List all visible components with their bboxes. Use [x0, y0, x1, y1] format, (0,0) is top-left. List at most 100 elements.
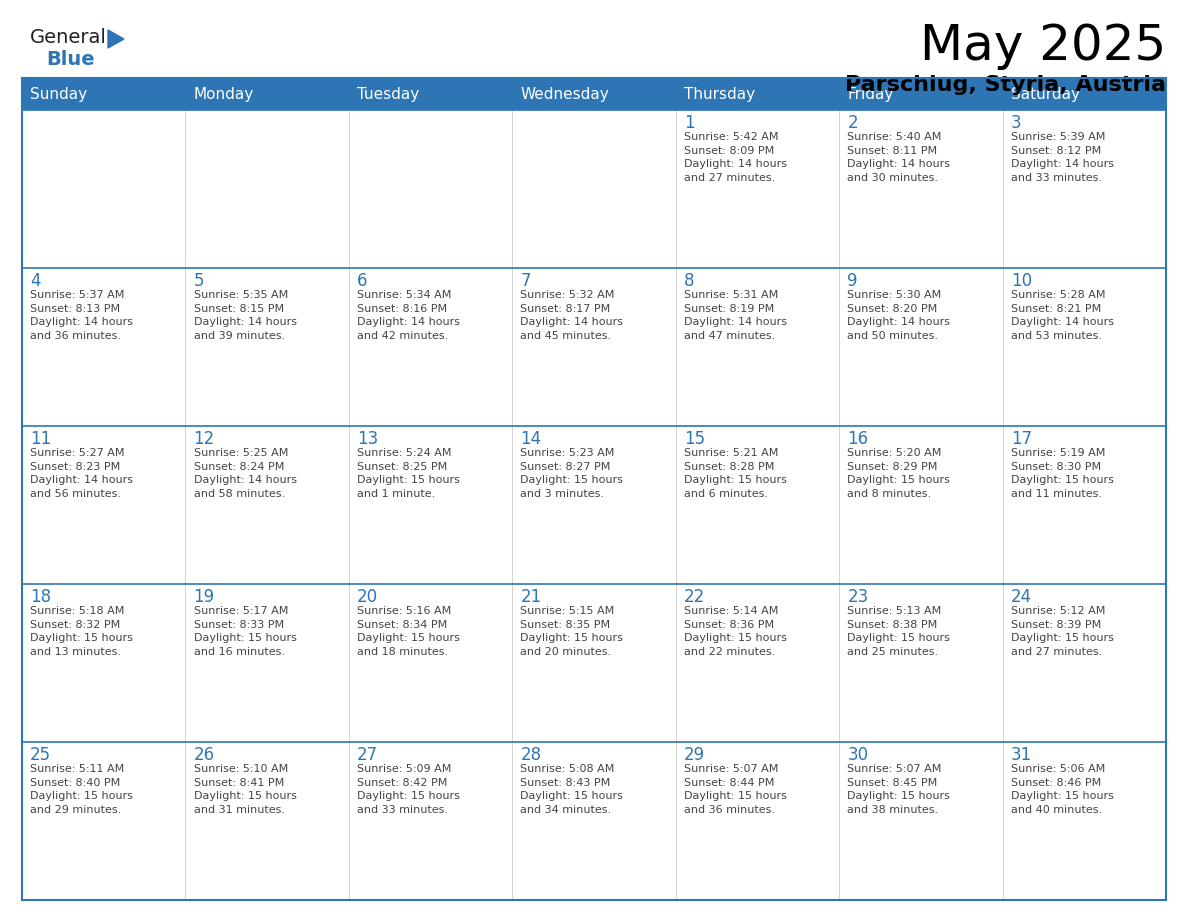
Bar	[839, 110, 1003, 268]
Bar	[23, 110, 185, 268]
Bar	[349, 110, 512, 268]
Text: 22: 22	[684, 588, 706, 606]
Text: 14: 14	[520, 430, 542, 448]
Bar	[1003, 268, 1165, 426]
Bar	[676, 78, 839, 110]
Bar	[349, 78, 512, 110]
Text: 20: 20	[358, 588, 378, 606]
Bar	[185, 268, 349, 426]
Text: Blue: Blue	[46, 50, 95, 69]
Bar	[185, 110, 349, 268]
Bar	[512, 78, 676, 110]
Text: Sunrise: 5:12 AM
Sunset: 8:39 PM
Daylight: 15 hours
and 27 minutes.: Sunrise: 5:12 AM Sunset: 8:39 PM Dayligh…	[1011, 606, 1113, 656]
Text: 16: 16	[847, 430, 868, 448]
Text: Sunrise: 5:23 AM
Sunset: 8:27 PM
Daylight: 15 hours
and 3 minutes.: Sunrise: 5:23 AM Sunset: 8:27 PM Dayligh…	[520, 448, 624, 498]
Text: Sunrise: 5:19 AM
Sunset: 8:30 PM
Daylight: 15 hours
and 11 minutes.: Sunrise: 5:19 AM Sunset: 8:30 PM Dayligh…	[1011, 448, 1113, 498]
Text: 9: 9	[847, 272, 858, 290]
Text: Sunrise: 5:27 AM
Sunset: 8:23 PM
Daylight: 14 hours
and 56 minutes.: Sunrise: 5:27 AM Sunset: 8:23 PM Dayligh…	[30, 448, 133, 498]
Text: Sunrise: 5:28 AM
Sunset: 8:21 PM
Daylight: 14 hours
and 53 minutes.: Sunrise: 5:28 AM Sunset: 8:21 PM Dayligh…	[1011, 290, 1113, 341]
Text: Wednesday: Wednesday	[520, 86, 609, 102]
Bar	[185, 584, 349, 742]
Text: Thursday: Thursday	[684, 86, 756, 102]
Text: 13: 13	[358, 430, 378, 448]
Bar	[1003, 78, 1165, 110]
Text: 18: 18	[30, 588, 51, 606]
Text: 1: 1	[684, 114, 695, 132]
Text: Sunrise: 5:24 AM
Sunset: 8:25 PM
Daylight: 15 hours
and 1 minute.: Sunrise: 5:24 AM Sunset: 8:25 PM Dayligh…	[358, 448, 460, 498]
Text: Sunrise: 5:20 AM
Sunset: 8:29 PM
Daylight: 15 hours
and 8 minutes.: Sunrise: 5:20 AM Sunset: 8:29 PM Dayligh…	[847, 448, 950, 498]
Bar	[839, 426, 1003, 584]
Text: Sunrise: 5:14 AM
Sunset: 8:36 PM
Daylight: 15 hours
and 22 minutes.: Sunrise: 5:14 AM Sunset: 8:36 PM Dayligh…	[684, 606, 786, 656]
Bar	[1003, 426, 1165, 584]
Text: 4: 4	[30, 272, 40, 290]
Text: 3: 3	[1011, 114, 1022, 132]
Text: Sunrise: 5:31 AM
Sunset: 8:19 PM
Daylight: 14 hours
and 47 minutes.: Sunrise: 5:31 AM Sunset: 8:19 PM Dayligh…	[684, 290, 786, 341]
Text: 10: 10	[1011, 272, 1032, 290]
Text: 12: 12	[194, 430, 215, 448]
Bar	[839, 78, 1003, 110]
Text: Monday: Monday	[194, 86, 254, 102]
Text: 5: 5	[194, 272, 204, 290]
Bar	[23, 78, 1165, 900]
Bar	[23, 742, 185, 900]
Text: Sunrise: 5:35 AM
Sunset: 8:15 PM
Daylight: 14 hours
and 39 minutes.: Sunrise: 5:35 AM Sunset: 8:15 PM Dayligh…	[194, 290, 297, 341]
Text: Sunrise: 5:42 AM
Sunset: 8:09 PM
Daylight: 14 hours
and 27 minutes.: Sunrise: 5:42 AM Sunset: 8:09 PM Dayligh…	[684, 132, 786, 183]
Text: 26: 26	[194, 746, 215, 764]
Bar	[23, 268, 185, 426]
Text: 24: 24	[1011, 588, 1032, 606]
Text: Sunrise: 5:08 AM
Sunset: 8:43 PM
Daylight: 15 hours
and 34 minutes.: Sunrise: 5:08 AM Sunset: 8:43 PM Dayligh…	[520, 764, 624, 815]
Text: Sunrise: 5:16 AM
Sunset: 8:34 PM
Daylight: 15 hours
and 18 minutes.: Sunrise: 5:16 AM Sunset: 8:34 PM Dayligh…	[358, 606, 460, 656]
Bar	[349, 426, 512, 584]
Text: Sunrise: 5:07 AM
Sunset: 8:44 PM
Daylight: 15 hours
and 36 minutes.: Sunrise: 5:07 AM Sunset: 8:44 PM Dayligh…	[684, 764, 786, 815]
Bar	[676, 268, 839, 426]
Text: Sunrise: 5:09 AM
Sunset: 8:42 PM
Daylight: 15 hours
and 33 minutes.: Sunrise: 5:09 AM Sunset: 8:42 PM Dayligh…	[358, 764, 460, 815]
Bar	[185, 426, 349, 584]
Text: Sunrise: 5:30 AM
Sunset: 8:20 PM
Daylight: 14 hours
and 50 minutes.: Sunrise: 5:30 AM Sunset: 8:20 PM Dayligh…	[847, 290, 950, 341]
Bar	[349, 584, 512, 742]
Text: Sunrise: 5:18 AM
Sunset: 8:32 PM
Daylight: 15 hours
and 13 minutes.: Sunrise: 5:18 AM Sunset: 8:32 PM Dayligh…	[30, 606, 133, 656]
Text: May 2025: May 2025	[920, 22, 1165, 70]
Text: 23: 23	[847, 588, 868, 606]
Text: Sunrise: 5:34 AM
Sunset: 8:16 PM
Daylight: 14 hours
and 42 minutes.: Sunrise: 5:34 AM Sunset: 8:16 PM Dayligh…	[358, 290, 460, 341]
Bar	[839, 268, 1003, 426]
Text: 31: 31	[1011, 746, 1032, 764]
Text: 21: 21	[520, 588, 542, 606]
Bar	[839, 584, 1003, 742]
Text: General: General	[30, 28, 107, 47]
Text: 17: 17	[1011, 430, 1032, 448]
Text: 2: 2	[847, 114, 858, 132]
Text: Sunrise: 5:17 AM
Sunset: 8:33 PM
Daylight: 15 hours
and 16 minutes.: Sunrise: 5:17 AM Sunset: 8:33 PM Dayligh…	[194, 606, 297, 656]
Text: Sunrise: 5:10 AM
Sunset: 8:41 PM
Daylight: 15 hours
and 31 minutes.: Sunrise: 5:10 AM Sunset: 8:41 PM Dayligh…	[194, 764, 297, 815]
Bar	[676, 742, 839, 900]
Text: Sunrise: 5:13 AM
Sunset: 8:38 PM
Daylight: 15 hours
and 25 minutes.: Sunrise: 5:13 AM Sunset: 8:38 PM Dayligh…	[847, 606, 950, 656]
Text: Parschlug, Styria, Austria: Parschlug, Styria, Austria	[845, 75, 1165, 95]
Bar	[512, 584, 676, 742]
Bar	[676, 426, 839, 584]
Bar	[1003, 110, 1165, 268]
Text: Friday: Friday	[847, 86, 893, 102]
Bar	[23, 78, 185, 110]
Text: Saturday: Saturday	[1011, 86, 1080, 102]
Bar	[1003, 584, 1165, 742]
Text: Sunrise: 5:07 AM
Sunset: 8:45 PM
Daylight: 15 hours
and 38 minutes.: Sunrise: 5:07 AM Sunset: 8:45 PM Dayligh…	[847, 764, 950, 815]
Text: Sunrise: 5:40 AM
Sunset: 8:11 PM
Daylight: 14 hours
and 30 minutes.: Sunrise: 5:40 AM Sunset: 8:11 PM Dayligh…	[847, 132, 950, 183]
Text: Sunrise: 5:21 AM
Sunset: 8:28 PM
Daylight: 15 hours
and 6 minutes.: Sunrise: 5:21 AM Sunset: 8:28 PM Dayligh…	[684, 448, 786, 498]
Bar	[23, 584, 185, 742]
Bar	[676, 584, 839, 742]
Bar	[349, 268, 512, 426]
Text: Sunrise: 5:32 AM
Sunset: 8:17 PM
Daylight: 14 hours
and 45 minutes.: Sunrise: 5:32 AM Sunset: 8:17 PM Dayligh…	[520, 290, 624, 341]
Bar	[185, 78, 349, 110]
Text: Tuesday: Tuesday	[358, 86, 419, 102]
Bar	[512, 268, 676, 426]
Text: 30: 30	[847, 746, 868, 764]
Text: Sunrise: 5:06 AM
Sunset: 8:46 PM
Daylight: 15 hours
and 40 minutes.: Sunrise: 5:06 AM Sunset: 8:46 PM Dayligh…	[1011, 764, 1113, 815]
Bar	[185, 742, 349, 900]
Text: 28: 28	[520, 746, 542, 764]
Text: 27: 27	[358, 746, 378, 764]
Polygon shape	[108, 30, 124, 48]
Text: 25: 25	[30, 746, 51, 764]
Bar	[676, 110, 839, 268]
Bar	[512, 742, 676, 900]
Text: 29: 29	[684, 746, 704, 764]
Text: Sunrise: 5:15 AM
Sunset: 8:35 PM
Daylight: 15 hours
and 20 minutes.: Sunrise: 5:15 AM Sunset: 8:35 PM Dayligh…	[520, 606, 624, 656]
